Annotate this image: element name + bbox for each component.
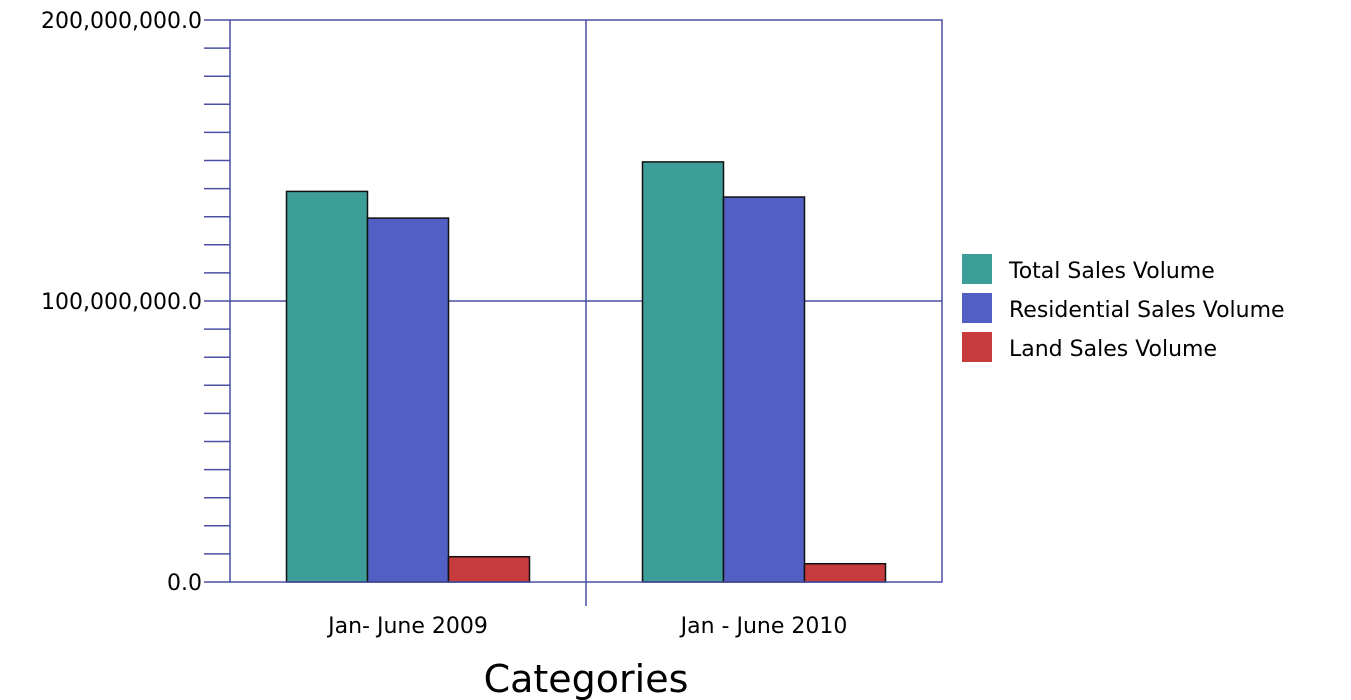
legend-swatch xyxy=(962,293,992,323)
x-axis-labels: Jan- June 2009 Jan - June 2010 xyxy=(326,614,847,639)
x-axis-title: Categories xyxy=(484,657,689,700)
x-category-label: Jan- June 2009 xyxy=(326,614,488,639)
bar xyxy=(447,555,531,583)
bar xyxy=(285,190,369,583)
bar xyxy=(803,562,887,583)
bars xyxy=(285,161,887,583)
legend-label: Total Sales Volume xyxy=(1008,259,1215,284)
legend-swatch xyxy=(962,332,992,362)
legend-swatch xyxy=(962,254,992,284)
y-tick-label: 0.0 xyxy=(167,571,202,596)
legend: Total Sales Volume Residential Sales Volu… xyxy=(962,254,1285,362)
bar xyxy=(366,217,450,583)
legend-label: Residential Sales Volume xyxy=(1009,298,1285,323)
y-tick-label: 200,000,000.0 xyxy=(41,9,202,34)
bar xyxy=(641,161,725,583)
y-tick-label: 100,000,000.0 xyxy=(41,290,202,315)
x-category-label: Jan - June 2010 xyxy=(679,614,848,639)
y-axis-ticks: 0.0 100,000,000.0 200,000,000.0 xyxy=(41,9,230,596)
bar xyxy=(722,196,806,583)
legend-label: Land Sales Volume xyxy=(1009,337,1217,362)
